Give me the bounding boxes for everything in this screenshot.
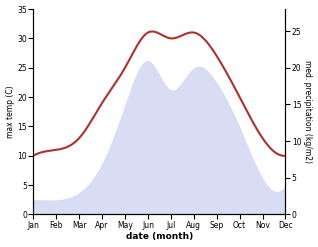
Y-axis label: max temp (C): max temp (C) — [5, 85, 15, 138]
X-axis label: date (month): date (month) — [126, 232, 193, 242]
Y-axis label: med. precipitation (kg/m2): med. precipitation (kg/m2) — [303, 60, 313, 163]
